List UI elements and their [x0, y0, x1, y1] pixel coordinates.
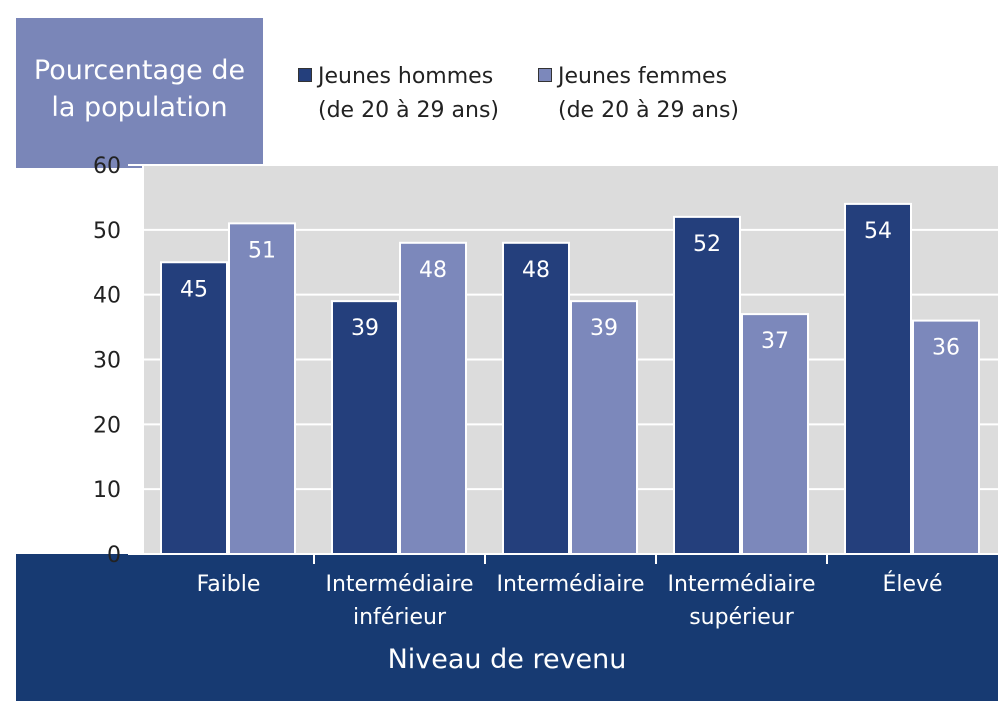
data-label: 52	[693, 232, 721, 257]
data-label: 54	[864, 219, 892, 244]
x-tick-label: Intermédiaire	[326, 572, 474, 597]
bar	[912, 319, 980, 555]
bar	[160, 261, 228, 555]
data-label: 36	[932, 336, 960, 361]
y-axis-title-box	[16, 18, 263, 168]
bar	[673, 215, 741, 555]
y-tick-label: 30	[93, 349, 121, 374]
y-tick-label: 20	[93, 413, 121, 438]
x-tick-label: Intermédiaire	[497, 572, 645, 597]
bar	[844, 202, 912, 555]
bar	[228, 222, 296, 555]
data-label: 39	[351, 316, 379, 341]
y-tick-label: 60	[93, 154, 121, 179]
y-tick-label: 40	[93, 284, 121, 309]
x-tick-label: Intermédiaire	[668, 572, 816, 597]
x-tick-label: Élevé	[882, 571, 942, 597]
data-label: 51	[248, 238, 276, 263]
data-label: 39	[590, 316, 618, 341]
x-axis-band	[16, 554, 998, 701]
y-tick-label: 10	[93, 478, 121, 503]
legend-swatch-women	[538, 68, 552, 82]
data-label: 48	[522, 258, 550, 283]
legend-label-women: Jeunes femmes (de 20 à 29 ans)	[558, 64, 739, 123]
y-tick-label: 50	[93, 219, 121, 244]
y-tick-label: 0	[107, 543, 121, 568]
bar	[502, 241, 570, 556]
bar	[399, 241, 467, 556]
y-axis-title: Pourcentage de la population	[33, 55, 246, 123]
data-label: 48	[419, 258, 447, 283]
legend-item-women: Jeunes femmes (de 20 à 29 ans)	[538, 60, 739, 128]
x-tick-label: inférieur	[353, 605, 447, 630]
x-tick-label: supérieur	[689, 605, 795, 630]
data-label: 37	[761, 329, 789, 354]
legend-item-men: Jeunes hommes (de 20 à 29 ans)	[298, 60, 499, 128]
data-label: 45	[180, 277, 208, 302]
legend-swatch-men	[298, 68, 312, 82]
x-axis-title: Niveau de revenu	[387, 644, 627, 675]
legend-label-men: Jeunes hommes (de 20 à 29 ans)	[318, 64, 499, 123]
bar	[570, 300, 638, 555]
x-tick-label: Faible	[197, 572, 261, 597]
bar	[741, 313, 809, 555]
